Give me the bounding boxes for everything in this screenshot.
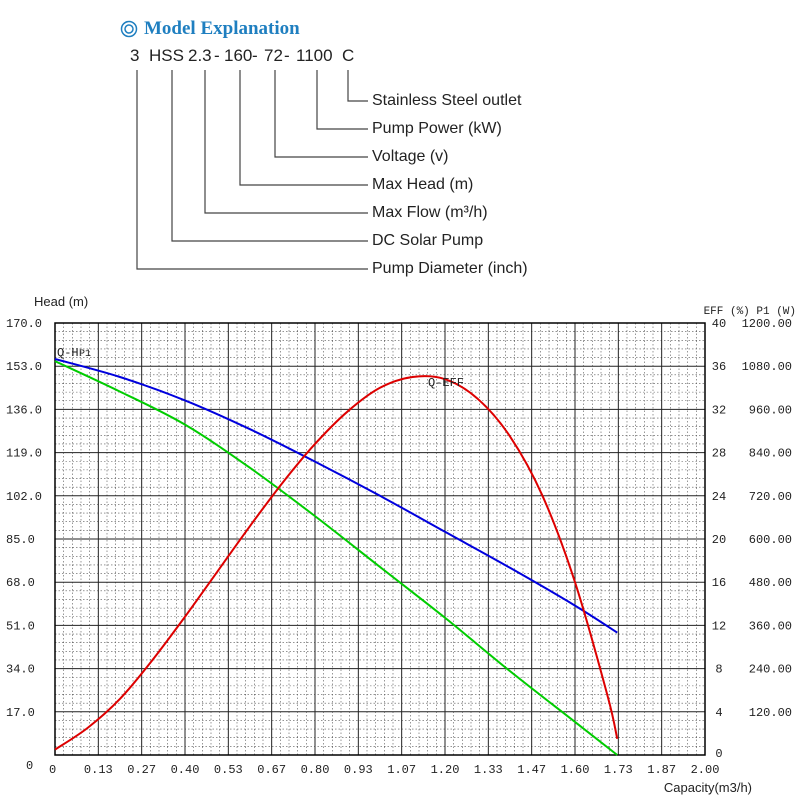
code-flow: 2.3 [188, 46, 212, 65]
double-circle-icon [120, 20, 138, 38]
x-tick-label: 0.27 [127, 763, 156, 777]
x-tick-label: 1.07 [387, 763, 416, 777]
code-head: 160 [224, 46, 253, 65]
code-sep-2: - [252, 46, 258, 65]
code-sep-3: - [284, 46, 290, 65]
y-tick-label-power: 120.00 [749, 706, 792, 720]
y-tick-label-head: 170.0 [6, 317, 42, 331]
x-tick-label: 0.40 [171, 763, 200, 777]
x-tick-label: 2.00 [691, 763, 720, 777]
desc-pump-type: DC Solar Pump [372, 232, 484, 249]
series-line-q-h [54, 360, 618, 756]
desc-voltage: Voltage (v) [372, 148, 449, 165]
desc-flow: Max Flow (m³/h) [372, 204, 488, 221]
code-voltage: 72 [264, 46, 283, 65]
code-diameter: 3 [130, 46, 140, 65]
series-line-q-p1 [54, 358, 618, 634]
y-tick-labels-head: 0 17.0 34.0 51.0 68.0 85.0 102.0 119.0 1… [6, 317, 42, 773]
x-tick-label: 0.53 [214, 763, 243, 777]
y-tick-label-power: 240.00 [749, 663, 792, 677]
code-sep-1: - [214, 46, 220, 65]
y-tick-label-head: 119.0 [6, 447, 42, 461]
annotation-q-eff: Q-EFF [428, 376, 464, 390]
desc-diameter: Pump Diameter (inch) [372, 260, 528, 277]
y-tick-label-eff: 4 [715, 706, 722, 720]
x-tick-label: 1.73 [604, 763, 633, 777]
model-explanation: Model Explanation 3 HSS 2.3 - 160 - 72 -… [0, 0, 800, 290]
x-tick-labels: 0 0.13 0.27 0.40 0.53 0.67 0.80 0.93 1.0… [49, 763, 719, 777]
series-line-q-eff [54, 375, 619, 751]
x-tick-label: 0.67 [257, 763, 286, 777]
x-tick-label: 0.13 [84, 763, 113, 777]
y-tick-label-head: 68.0 [6, 576, 35, 590]
desc-outlet: Stainless Steel outlet [372, 92, 522, 109]
x-tick-label: 1.33 [474, 763, 503, 777]
desc-power: Pump Power (kW) [372, 120, 502, 137]
desc-head: Max Head (m) [372, 176, 474, 193]
code-outlet: C [342, 46, 355, 65]
y-tick-label-head: 136.0 [6, 403, 42, 417]
x-axis-label: Capacity(m3/h) [664, 780, 752, 795]
chart-grid [55, 323, 705, 755]
x-tick-label: 0.80 [301, 763, 330, 777]
y-tick-label-power: 960.00 [749, 403, 792, 417]
pump-performance-chart: Head (m) EFF (%) P1 (W) Capacity(m3/h) 0… [6, 294, 796, 795]
y-tick-label-power: 360.00 [749, 619, 792, 633]
model-connector-lines [136, 70, 368, 270]
y-tick-label-eff: 24 [712, 490, 726, 504]
y-tick-labels-eff: 0 4 8 12 16 20 24 28 32 36 40 [712, 317, 726, 761]
y-tick-label-head: 102.0 [6, 490, 42, 504]
x-tick-label: 1.60 [561, 763, 590, 777]
x-tick-label: 0.93 [344, 763, 373, 777]
annotation-p1: P1 [79, 349, 91, 360]
y-tick-label-power: 720.00 [749, 490, 792, 504]
y-tick-label-power: 1200.00 [742, 317, 792, 331]
y-tick-label-eff: 8 [715, 663, 722, 677]
y-tick-label-eff: 40 [712, 317, 726, 331]
model-title: Model Explanation [120, 18, 300, 40]
y-tick-label-power: 480.00 [749, 576, 792, 590]
y-tick-label-head: 153.0 [6, 360, 42, 374]
y-tick-label-eff: 12 [712, 619, 726, 633]
x-tick-label: 1.47 [517, 763, 546, 777]
model-title-text: Model Explanation [144, 18, 300, 39]
y-tick-label-power: 600.00 [749, 533, 792, 547]
x-tick-label: 1.20 [431, 763, 460, 777]
y-axis-label-right: EFF (%) P1 (W) [704, 306, 796, 318]
x-tick-label: 1.87 [647, 763, 676, 777]
y-tick-label-head: 51.0 [6, 619, 35, 633]
y-tick-label-head: 85.0 [6, 533, 35, 547]
y-tick-label-eff: 0 [715, 747, 722, 761]
y-tick-label-head: 17.0 [6, 706, 35, 720]
y-tick-label-head: 34.0 [6, 663, 35, 677]
y-tick-label-eff: 20 [712, 533, 726, 547]
y-tick-labels-power: 120.00 240.00 360.00 480.00 600.00 720.0… [742, 317, 792, 720]
y-tick-label-head: 0 [26, 759, 33, 773]
y-axis-label-head: Head (m) [34, 294, 88, 309]
code-series: HSS [149, 46, 184, 65]
x-tick-label: 0 [49, 763, 56, 777]
y-tick-label-power: 1080.00 [742, 360, 792, 374]
plot-frame [54, 322, 706, 756]
annotation-q-h: Q-H [57, 346, 79, 360]
y-tick-label-power: 840.00 [749, 447, 792, 461]
code-power: 1100 [296, 46, 333, 65]
y-tick-label-eff: 32 [712, 403, 726, 417]
y-tick-label-eff: 36 [712, 360, 726, 374]
y-tick-label-eff: 16 [712, 576, 726, 590]
y-tick-label-eff: 28 [712, 447, 726, 461]
